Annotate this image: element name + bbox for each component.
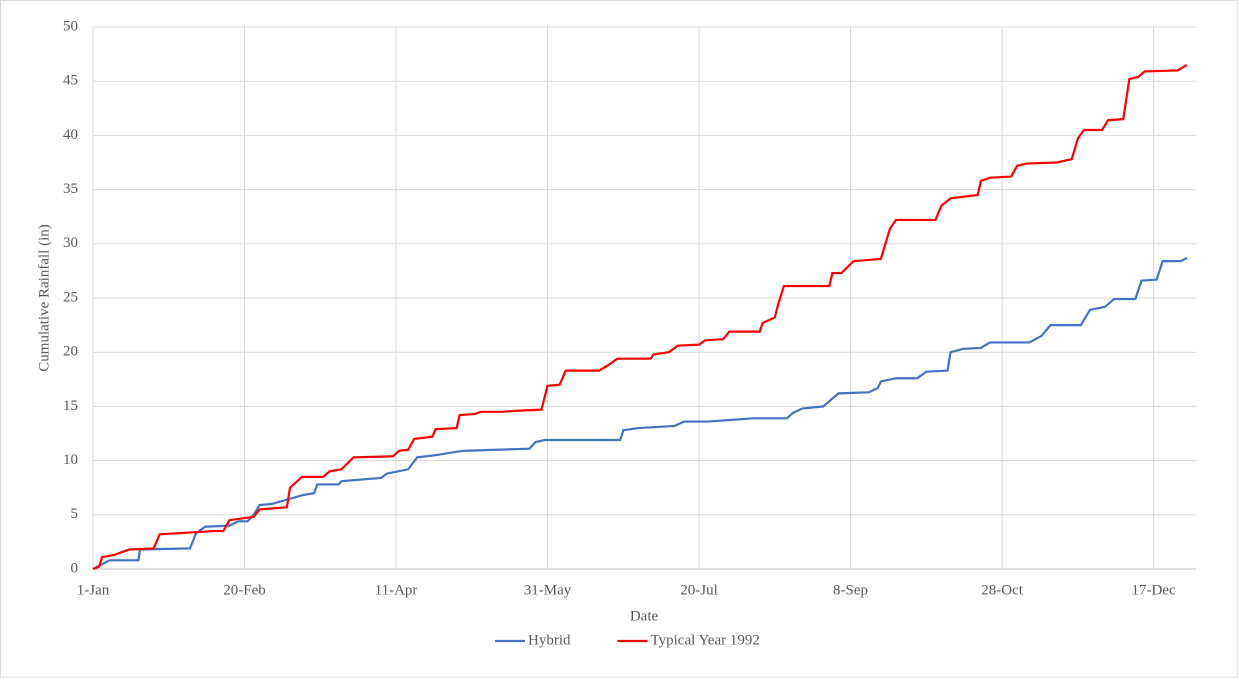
x-tick-label: 20-Feb xyxy=(223,582,266,598)
y-tick-label: 25 xyxy=(63,289,78,305)
x-tick-label: 8-Sep xyxy=(833,582,868,598)
y-tick-label: 15 xyxy=(63,398,78,414)
y-tick-label: 40 xyxy=(63,127,78,143)
x-tick-label: 28-Oct xyxy=(981,582,1023,598)
x-tick-label: 31-May xyxy=(524,582,572,598)
x-axis-label: Date xyxy=(630,608,659,624)
line-series xyxy=(92,256,1188,570)
line-series xyxy=(92,63,1188,571)
legend-label: Typical Year 1992 xyxy=(651,632,760,648)
y-tick-label: 5 xyxy=(71,506,79,522)
x-tick-label: 20-Jul xyxy=(680,582,718,598)
y-tick-label: 30 xyxy=(63,235,78,251)
y-tick-label: 35 xyxy=(63,181,78,197)
y-tick-label: 10 xyxy=(63,452,78,468)
y-tick-label: 50 xyxy=(63,18,78,34)
y-axis-label: Cumulative Rainfall (in) xyxy=(36,224,52,371)
x-tick-label: 11-Apr xyxy=(375,582,418,598)
legend-label: Hybrid xyxy=(528,632,571,648)
y-tick-label: 0 xyxy=(71,560,79,576)
x-tick-label: 17-Dec xyxy=(1131,582,1175,598)
y-tick-label: 45 xyxy=(63,73,78,89)
x-tick-label: 1-Jan xyxy=(77,582,110,598)
y-tick-label: 20 xyxy=(63,344,78,360)
